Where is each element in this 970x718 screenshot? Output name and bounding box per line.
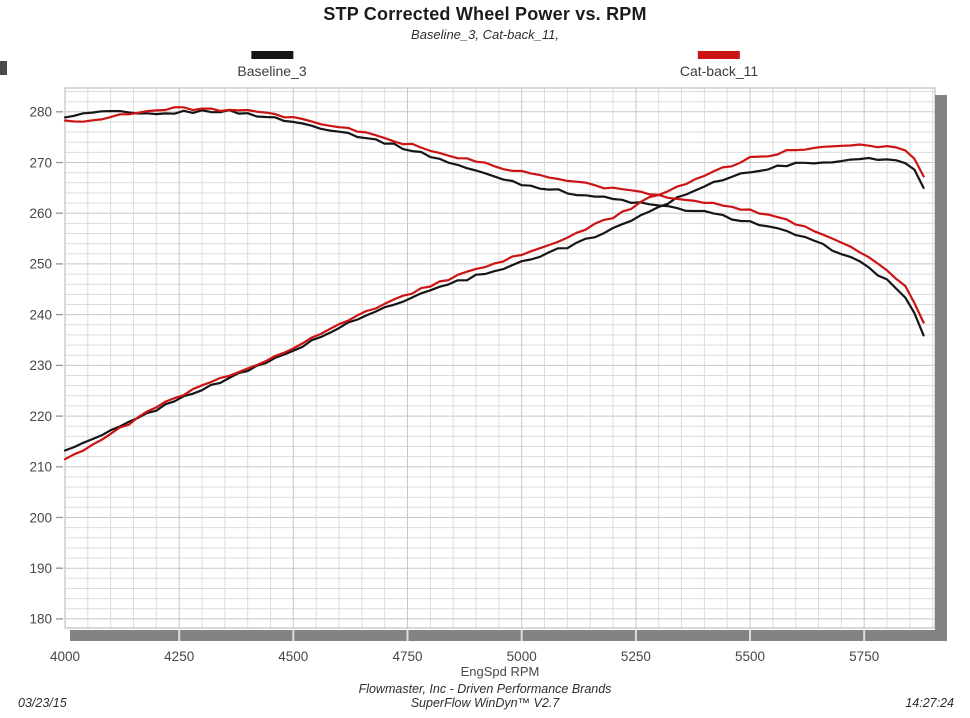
svg-text:4000: 4000 bbox=[50, 649, 80, 664]
page-title: STP Corrected Wheel Power vs. RPM bbox=[323, 4, 647, 24]
x-axis-labels: 4000 4250 4500 4750 5000 5250 5500 5750 EngSpd R… bbox=[50, 649, 879, 679]
footer-date: 03/23/15 bbox=[18, 696, 67, 710]
footer-time: 14:27:24 bbox=[905, 696, 954, 710]
svg-text:230: 230 bbox=[29, 358, 52, 373]
svg-text:5500: 5500 bbox=[735, 649, 765, 664]
svg-text:4500: 4500 bbox=[278, 649, 308, 664]
svg-text:270: 270 bbox=[29, 155, 52, 170]
curves-baseline_3 bbox=[63, 109, 925, 452]
gridlines bbox=[64, 87, 936, 629]
x-axis-title: EngSpd RPM bbox=[461, 664, 540, 679]
svg-text:190: 190 bbox=[29, 561, 52, 576]
svg-text:4250: 4250 bbox=[164, 649, 194, 664]
legend-swatch-baseline-icon bbox=[251, 51, 293, 59]
svg-text:240: 240 bbox=[29, 307, 52, 322]
screen-artifact bbox=[0, 61, 7, 75]
svg-text:280: 280 bbox=[29, 105, 52, 120]
svg-text:260: 260 bbox=[29, 206, 52, 221]
svg-text:180: 180 bbox=[29, 612, 52, 627]
svg-text:5000: 5000 bbox=[507, 649, 537, 664]
curves-cat-back_11 bbox=[63, 106, 925, 461]
svg-text:220: 220 bbox=[29, 409, 52, 424]
torque-curve-cat-back_11 bbox=[63, 106, 925, 324]
legend-label-catback: Cat-back_11 bbox=[679, 63, 759, 79]
legend-swatch-catback-icon bbox=[698, 51, 740, 59]
axis-shadow-bars bbox=[70, 95, 947, 641]
legend-item-baseline: Baseline_3 bbox=[237, 51, 307, 79]
footer-software: SuperFlow WinDyn™ V2.7 bbox=[410, 696, 560, 710]
svg-text:4750: 4750 bbox=[392, 649, 422, 664]
svg-text:5250: 5250 bbox=[621, 649, 651, 664]
footer-company: Flowmaster, Inc - Driven Performance Bra… bbox=[358, 682, 612, 696]
svg-text:210: 210 bbox=[29, 460, 52, 475]
page-subtitle: Baseline_3, Cat-back_11, bbox=[411, 27, 559, 42]
power-curve-baseline_3 bbox=[63, 156, 925, 452]
svg-text:200: 200 bbox=[29, 510, 52, 525]
legend-label-baseline: Baseline_3 bbox=[237, 63, 307, 79]
y-axis-labels: 180 190 200 210 220 230 240 250 260 270 280 bbox=[29, 105, 63, 627]
torque-curve-baseline_3 bbox=[63, 109, 925, 337]
svg-text:5750: 5750 bbox=[849, 649, 879, 664]
power-curve-cat-back_11 bbox=[63, 143, 925, 461]
legend-item-catback: Cat-back_11 bbox=[680, 51, 758, 79]
svg-text:250: 250 bbox=[29, 257, 52, 272]
